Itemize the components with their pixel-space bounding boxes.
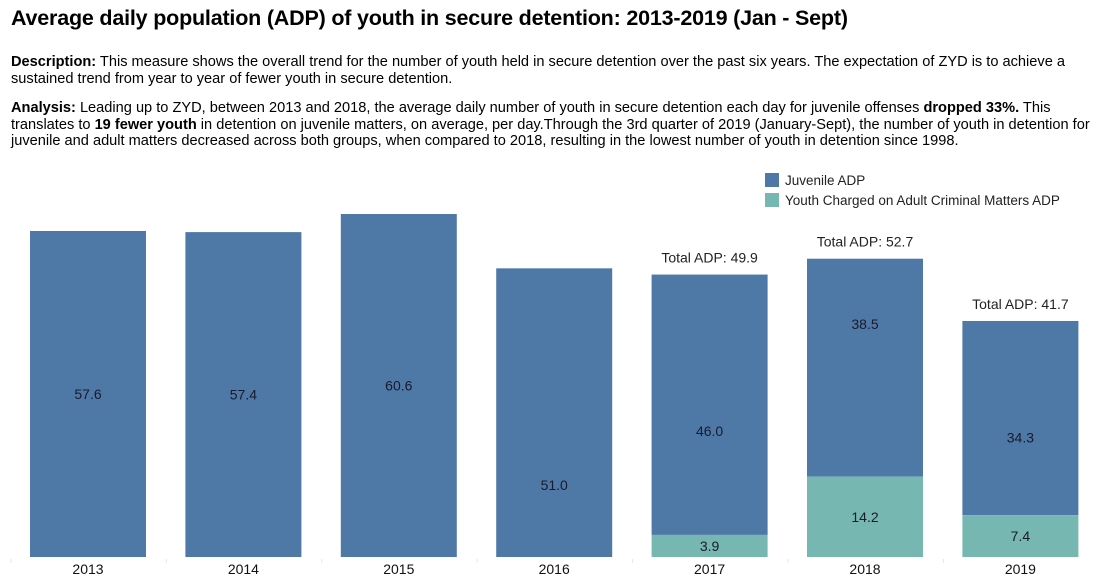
x-tick-label-2017: 2017 [694,561,725,577]
legend-label-adult: Youth Charged on Adult Criminal Matters … [785,192,1060,208]
value-label-juvenile-2013: 57.6 [74,386,101,402]
value-label-juvenile-2019: 34.3 [1007,429,1034,445]
analysis-label: Analysis: [11,100,76,116]
legend-label-juvenile: Juvenile ADP [785,172,866,188]
bar-adult-2018[interactable] [807,476,923,557]
legend-swatch-juvenile [765,173,779,187]
analysis-text-3: in detention on juvenile matters, on ave… [11,116,1090,150]
legend-swatch-adult [765,193,779,207]
x-tick-label-2016: 2016 [539,561,570,577]
analysis-text-2: This translates to [11,100,1051,133]
bar-juvenile-2013[interactable] [30,230,146,557]
value-label-juvenile-2017: 46.0 [696,423,723,439]
bar-juvenile-2018[interactable] [807,258,923,477]
x-tick-label-2018: 2018 [849,561,880,577]
bar-juvenile-2015[interactable] [340,214,457,557]
chart-legend: Juvenile ADP Youth Charged on Adult Crim… [765,170,1060,210]
analysis-highlight-drop: dropped 33%. [923,100,1020,116]
x-tick-label-2014: 2014 [228,561,259,577]
value-label-adult-2018: 14.2 [851,509,878,525]
page-title: Average daily population (ADP) of youth … [11,6,848,30]
bar-adult-2019[interactable] [962,515,1079,557]
analysis-text-1: Leading up to ZYD, between 2013 and 2018… [75,100,924,116]
value-label-adult-2019: 7.4 [1011,528,1031,544]
bar-juvenile-2014[interactable] [185,232,302,557]
total-label-2019: Total ADP: 41.7 [972,296,1069,312]
value-label-adult-2017: 3.9 [700,538,720,554]
legend-item-adult[interactable]: Youth Charged on Adult Criminal Matters … [765,190,1060,210]
description-text: This measure shows the overall trend for… [11,54,1065,87]
description-label: Description: [11,54,97,70]
bar-juvenile-2016[interactable] [496,268,613,557]
x-tick-label-2013: 2013 [72,561,103,577]
x-tick-label-2015: 2015 [383,561,414,577]
legend-item-juvenile[interactable]: Juvenile ADP [765,170,1060,190]
x-tick-label-2019: 2019 [1005,561,1036,577]
description-paragraph: Description: This measure shows the over… [11,54,1091,87]
value-label-juvenile-2018: 38.5 [851,316,878,332]
bar-juvenile-2017[interactable] [651,274,768,535]
analysis-highlight-fewer: 19 fewer youth [94,116,197,133]
value-label-juvenile-2014: 57.4 [230,387,257,403]
value-label-juvenile-2015: 60.6 [385,378,412,394]
analysis-paragraph: Analysis: Leading up to ZYD, between 201… [11,100,1091,150]
total-label-2018: Total ADP: 52.7 [817,234,914,250]
bar-juvenile-2019[interactable] [962,320,1079,516]
value-label-juvenile-2016: 51.0 [541,477,568,493]
total-label-2017: Total ADP: 49.9 [661,250,758,266]
bar-adult-2017[interactable] [651,534,768,557]
